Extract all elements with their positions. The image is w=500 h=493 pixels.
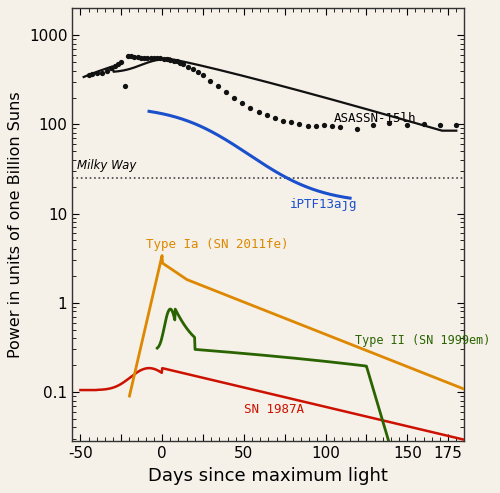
Text: Type II (SN 1999em): Type II (SN 1999em)	[355, 334, 490, 347]
Text: Type Ia (SN 2011fe): Type Ia (SN 2011fe)	[146, 238, 288, 251]
Text: SN 1987A: SN 1987A	[244, 403, 304, 417]
X-axis label: Days since maximum light: Days since maximum light	[148, 467, 388, 485]
Y-axis label: Power in units of one Billion Suns: Power in units of one Billion Suns	[8, 92, 24, 358]
Text: ASASSN-15lh: ASASSN-15lh	[334, 112, 416, 125]
Text: iPTF13ajg: iPTF13ajg	[290, 198, 357, 211]
Text: Milky Way: Milky Way	[77, 159, 136, 173]
